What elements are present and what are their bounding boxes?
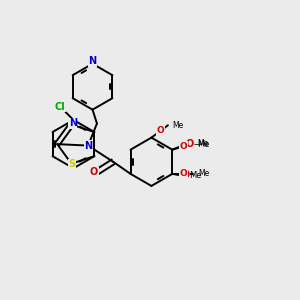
- Text: N: N: [88, 56, 97, 66]
- Text: S: S: [68, 159, 76, 169]
- Text: O: O: [90, 167, 98, 177]
- Text: Me: Me: [197, 139, 208, 148]
- Text: O: O: [182, 170, 190, 180]
- Text: Me: Me: [198, 169, 209, 178]
- Text: O: O: [180, 169, 188, 178]
- Text: Me: Me: [198, 140, 210, 149]
- Text: N: N: [84, 141, 92, 151]
- Text: O: O: [186, 140, 194, 149]
- Text: N: N: [69, 118, 77, 128]
- Text: Me: Me: [189, 171, 201, 180]
- Text: Me: Me: [172, 121, 183, 130]
- Text: Cl: Cl: [55, 102, 66, 112]
- Text: O: O: [179, 142, 187, 151]
- Text: O: O: [157, 126, 164, 135]
- Text: —: —: [193, 140, 202, 149]
